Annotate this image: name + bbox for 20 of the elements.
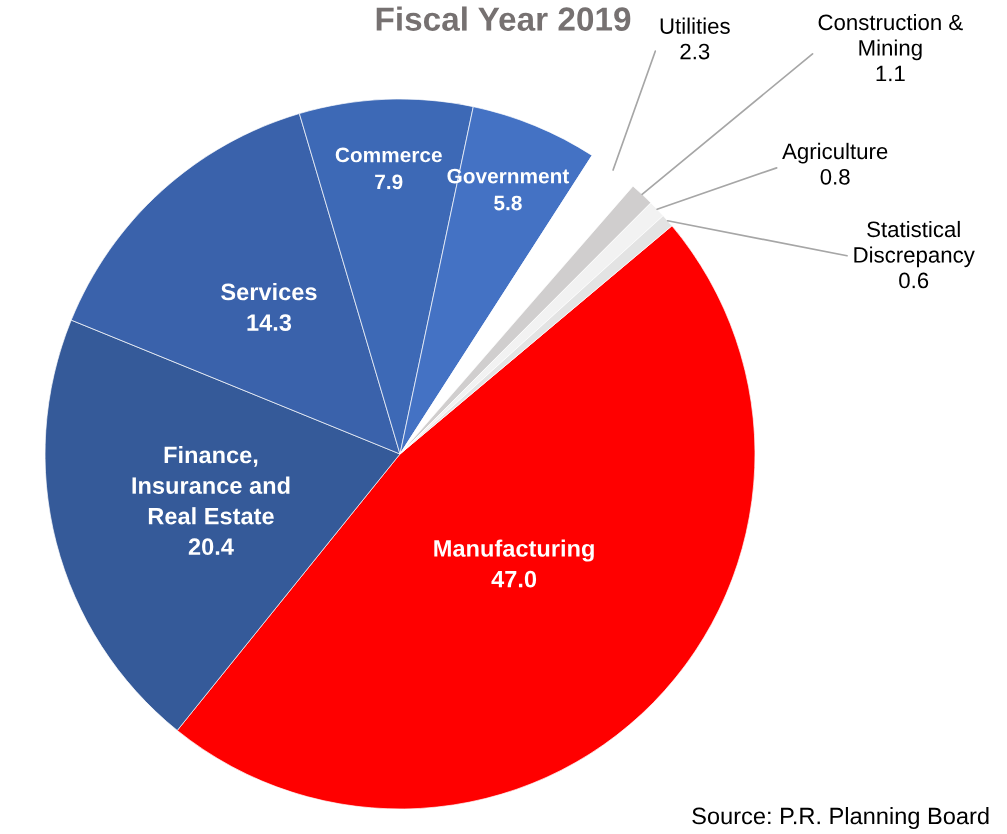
data-label: 47.0 — [491, 570, 537, 588]
data-label: 14.3 — [247, 314, 292, 331]
slice-label: Agriculture — [782, 142, 888, 164]
data-label: 2.3 — [680, 43, 710, 60]
data-label: 20.4 — [188, 538, 234, 556]
slice-label: Statistical Discrepancy — [854, 220, 975, 268]
slice-label: Utilities — [660, 17, 730, 34]
slice-label: Services — [221, 282, 317, 301]
data-label: 1.1 — [876, 65, 905, 82]
data-label: 5.8 — [494, 195, 522, 211]
slice-label: Government — [447, 168, 570, 184]
data-label: 0.8 — [820, 168, 850, 185]
data-label: 0.6 — [899, 272, 929, 289]
slice-label: Commerce — [335, 147, 442, 163]
chart-title: Fiscal Year 2019 — [376, 6, 631, 31]
slice-label: Finance, Insurance and Real Estate — [132, 446, 290, 525]
source-note: Source: P.R. Planning Board — [692, 806, 989, 830]
data-label: 7.9 — [375, 174, 403, 190]
slice-label: Construction & Mining — [818, 13, 963, 61]
slice-label: Manufacturing — [434, 539, 594, 562]
